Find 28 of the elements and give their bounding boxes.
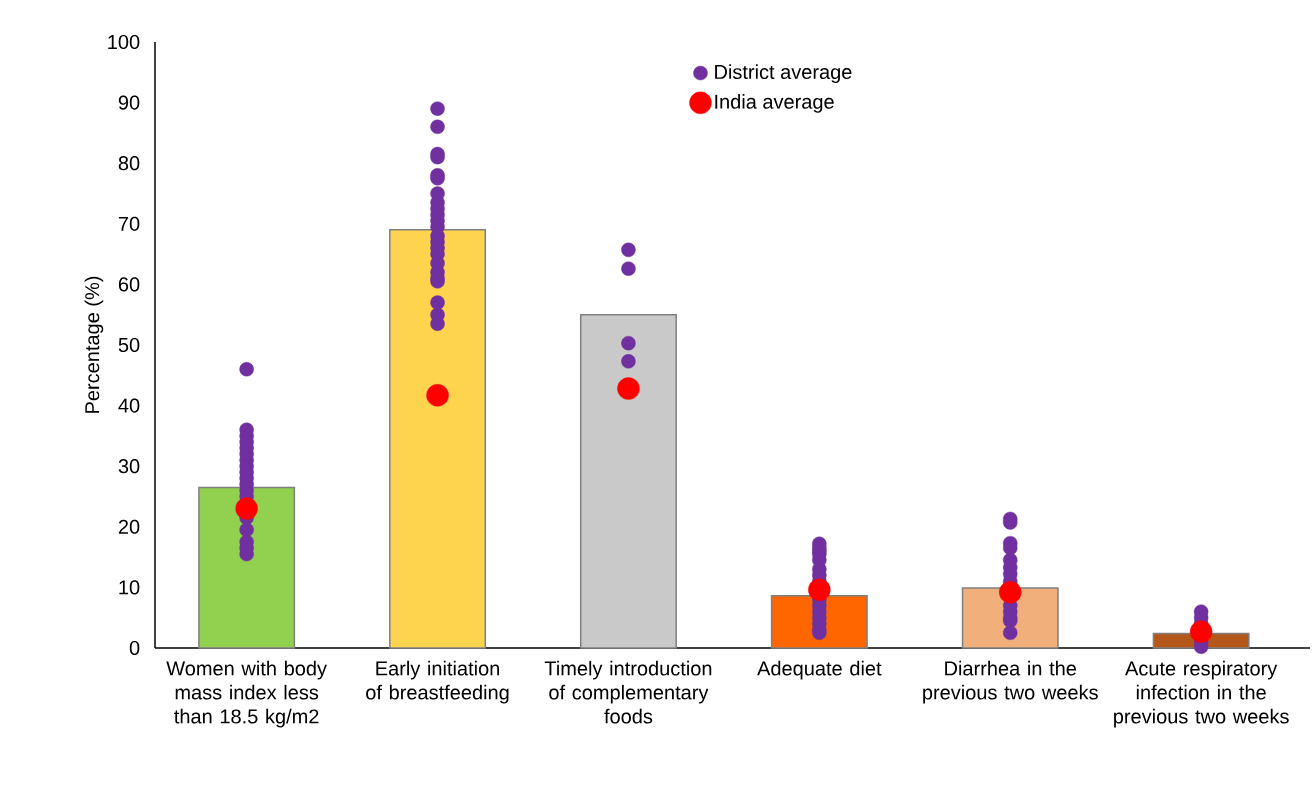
y-tick-label: 50 [118, 337, 140, 353]
x-tick-label: Acute respiratory infection in the previous two weeks [1114, 660, 1289, 728]
bar [579, 313, 677, 649]
y-tick-label: 100 [108, 34, 140, 50]
bar [389, 229, 487, 649]
x-tick-label: Women with body mass index less than 18.5 kg/m2 [166, 660, 327, 728]
y-tick-label: 40 [118, 398, 140, 413]
x-tick-label: Diarrhea in the previous two weeks [923, 660, 1098, 704]
bar [198, 486, 296, 649]
legend-label: India average [715, 94, 834, 113]
y-axis-title: Percentage (%) [84, 276, 104, 413]
y-tick-label: 30 [118, 459, 140, 474]
y-tick-label: 10 [119, 580, 140, 595]
y-tick-label: 70 [118, 216, 140, 231]
x-tick-label: Early initiation of breastfeeding [366, 660, 509, 704]
point [1189, 620, 1213, 643]
point [617, 377, 640, 400]
point [426, 384, 449, 407]
y-tick-label: 20 [118, 519, 140, 534]
point [235, 497, 258, 520]
y-tick-label: 80 [118, 156, 140, 171]
x-tick-label: Adequate diet [757, 660, 882, 680]
legend-label: District average [715, 64, 852, 84]
y-tick-label: 60 [118, 277, 140, 292]
y-tick-label: 90 [118, 95, 140, 110]
x-tick-label: Timely introduction of complementary foods [544, 660, 712, 724]
point [808, 578, 831, 602]
y-tick-label: 0 [129, 640, 140, 656]
